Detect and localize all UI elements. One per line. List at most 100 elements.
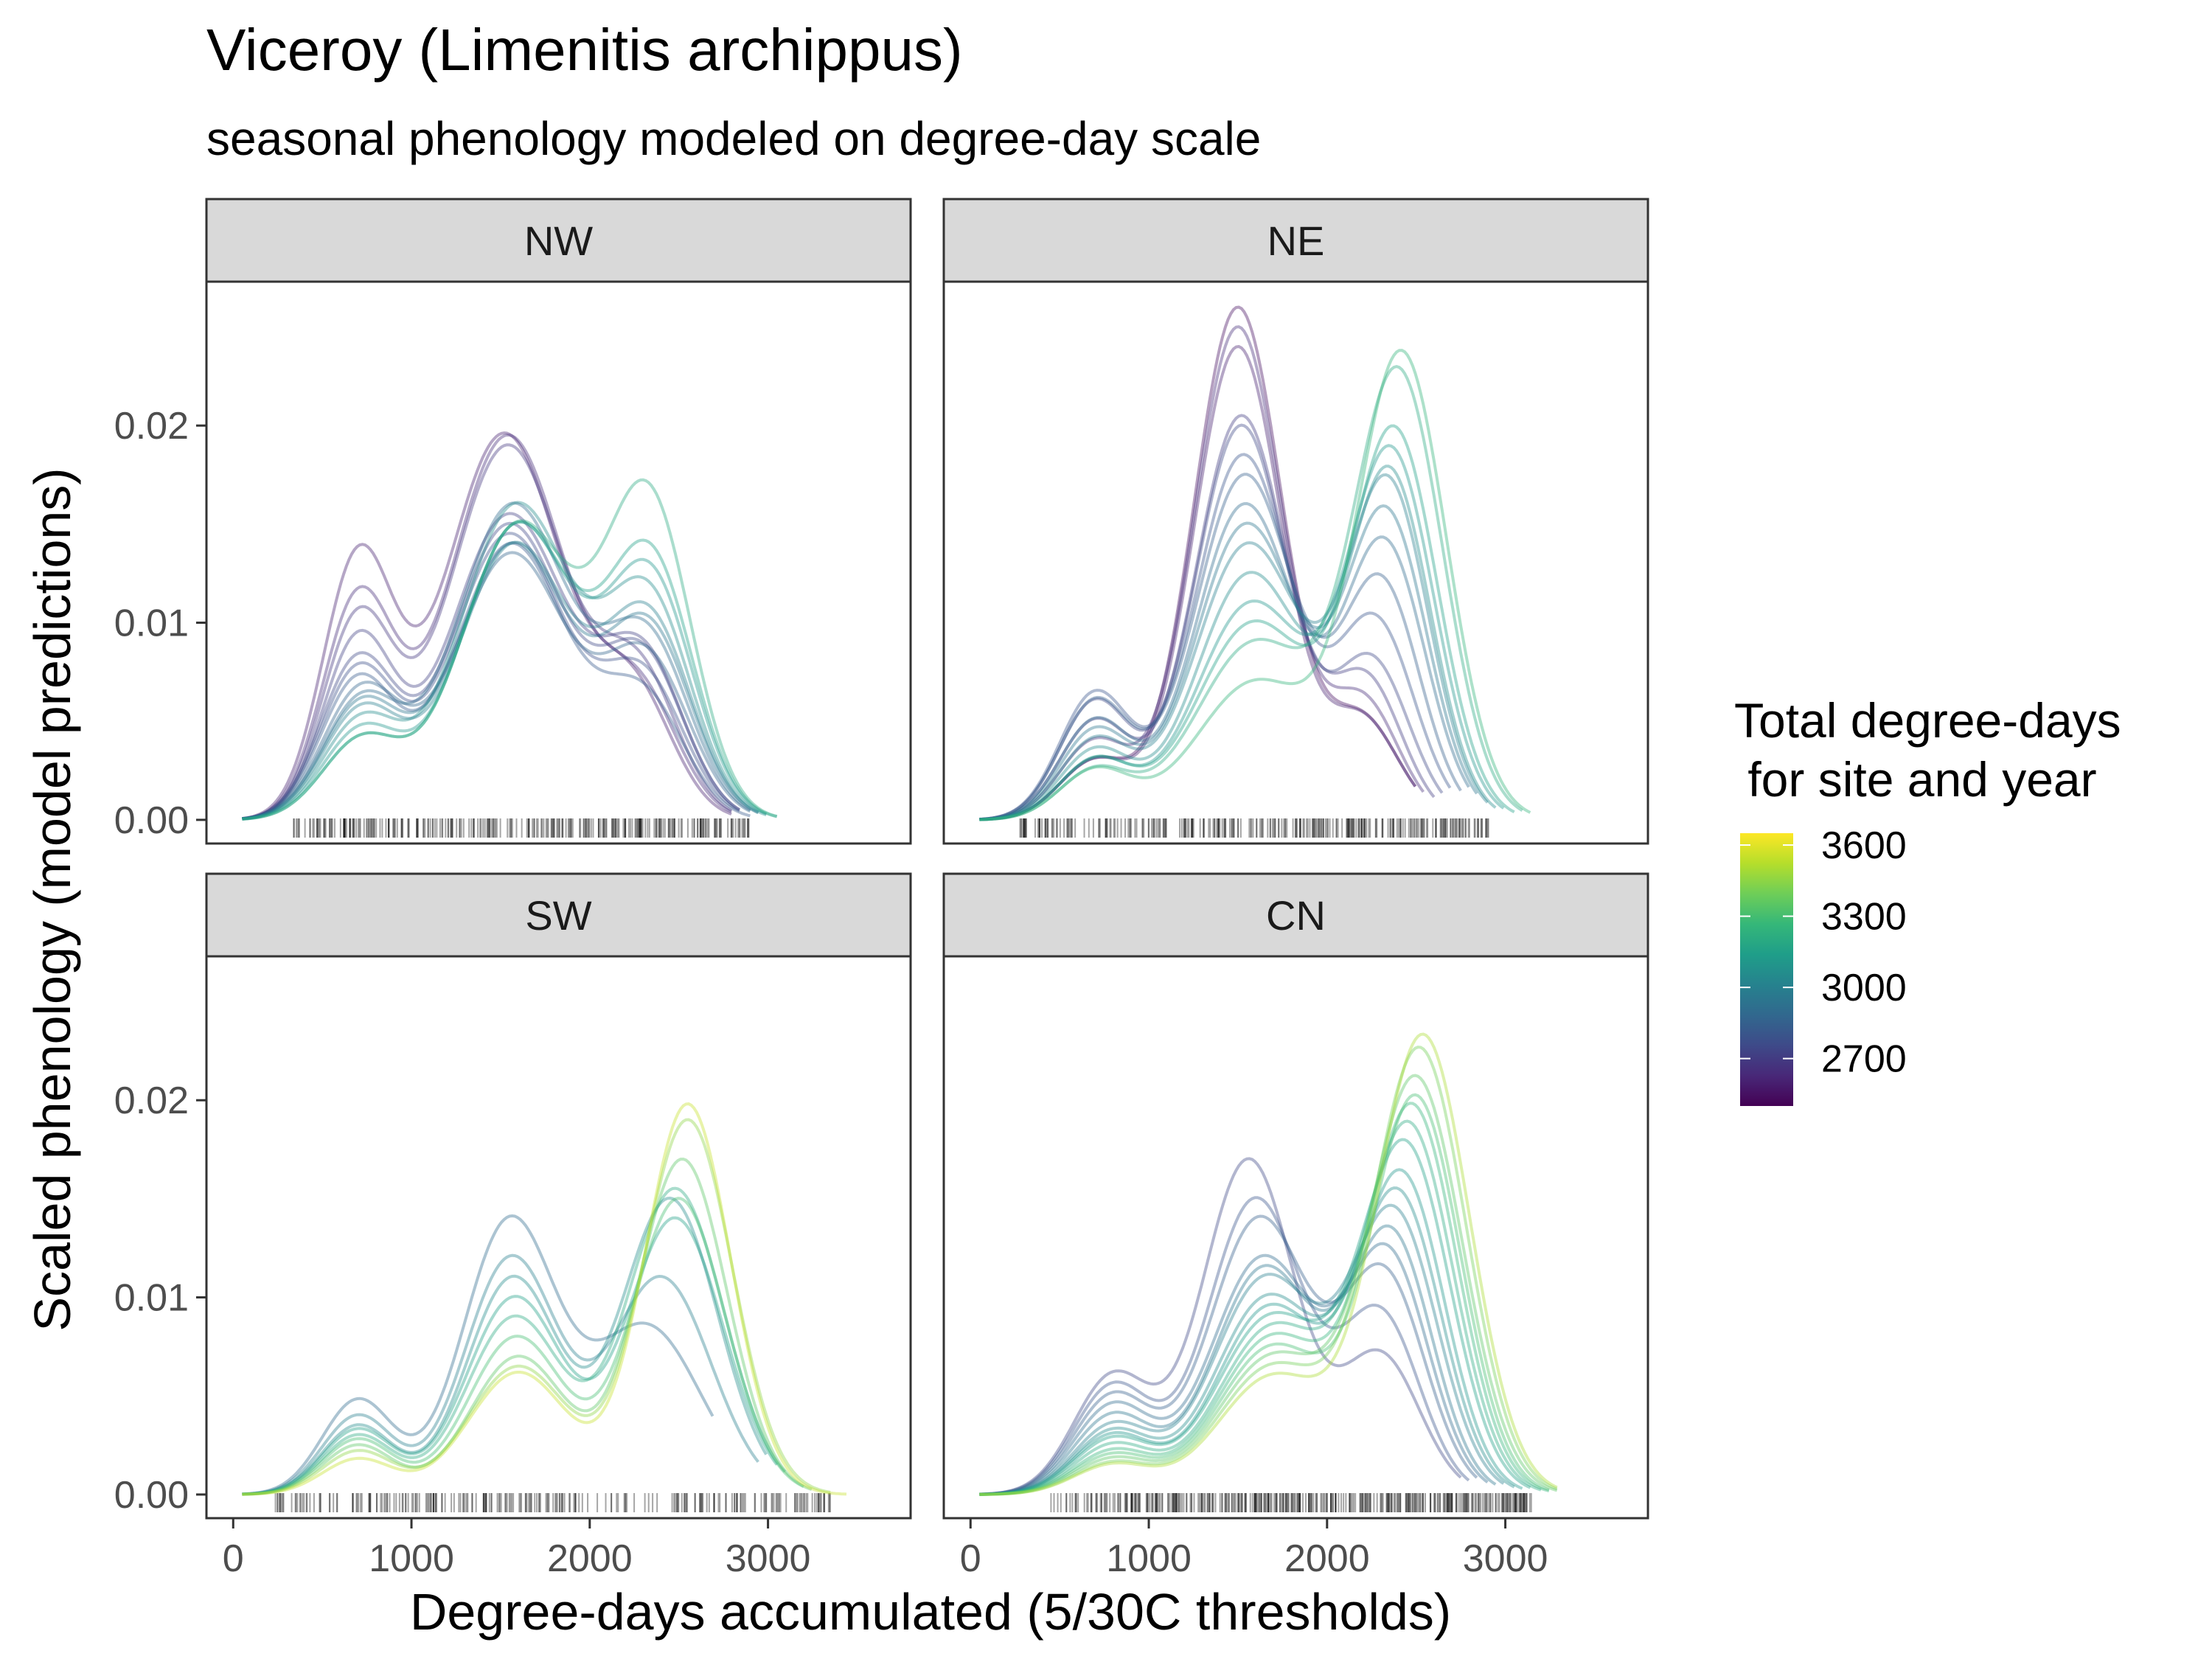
y-tick-label: 0.01 — [114, 1277, 189, 1320]
series-line — [979, 1196, 1470, 1496]
series-line — [979, 305, 1417, 821]
series-line — [979, 1214, 1478, 1496]
x-tick-label: 3000 — [726, 1537, 811, 1580]
series-line — [242, 478, 778, 821]
rug-marks — [1019, 818, 1489, 838]
series-line — [242, 501, 767, 821]
panel-background — [942, 280, 1649, 845]
series-line — [979, 325, 1425, 821]
panel-background — [205, 280, 912, 845]
facet-panel-sw: SW 0.00 0.01 0.02 0 1000 2000 3000 — [114, 872, 912, 1580]
series-line — [242, 540, 759, 821]
series-line — [979, 1203, 1505, 1496]
series-line — [979, 1138, 1531, 1496]
facet-panel-ne: NE — [942, 198, 1649, 845]
x-axis-label: Degree-days accumulated (5/30C threshold… — [410, 1583, 1451, 1641]
legend-title-line-2: for site and year — [1734, 752, 2097, 807]
series-line — [979, 365, 1523, 821]
series-lines — [242, 1102, 847, 1496]
facet-strip — [942, 198, 1649, 283]
series-line — [979, 414, 1436, 821]
series-line — [979, 473, 1462, 821]
series-line — [979, 1032, 1558, 1496]
legend-colorbar — [1740, 833, 1793, 1106]
rug-marks — [274, 1493, 832, 1512]
series-line — [242, 1253, 759, 1496]
facet-strip-label: SW — [525, 892, 591, 939]
panel-background — [205, 955, 912, 1520]
facet-strip-label: CN — [1266, 892, 1326, 939]
legend-tick-label: 3600 — [1821, 824, 1907, 867]
series-line — [242, 1216, 779, 1496]
series-line — [242, 501, 751, 821]
rug-marks — [1050, 1493, 1532, 1512]
series-line — [242, 521, 740, 821]
legend-tick-label: 3000 — [1821, 967, 1907, 1009]
series-line — [979, 423, 1444, 821]
series-line — [242, 1214, 714, 1496]
series-line — [979, 501, 1470, 821]
series-line — [242, 532, 740, 821]
series-line — [242, 540, 759, 821]
series-line — [242, 541, 751, 821]
series-line — [979, 465, 1497, 821]
series-line — [979, 1093, 1550, 1496]
chart-subtitle: seasonal phenology modeled on degree-day… — [206, 112, 1261, 165]
series-line — [242, 443, 733, 821]
y-axis-label: Scaled phenology (model predictions) — [24, 467, 81, 1331]
series-line — [979, 453, 1452, 821]
chart-title: Viceroy (Limenitis archippus) — [206, 17, 963, 83]
series-line — [979, 424, 1515, 821]
series-line — [242, 431, 732, 821]
series-lines — [979, 1032, 1558, 1496]
series-line — [979, 1168, 1523, 1496]
series-line — [979, 1046, 1558, 1496]
series-line — [979, 1186, 1515, 1496]
series-line — [979, 349, 1531, 821]
series-lines — [979, 305, 1531, 821]
facet-panels: NW 0.00 0.01 0.02 NE SW 0.00 0.01 0.02 0 1000 2000 3… — [114, 198, 1649, 1580]
series-line — [242, 512, 740, 821]
series-line — [979, 1242, 1489, 1496]
x-tick-label: 1000 — [369, 1537, 454, 1580]
x-tick-label: 0 — [960, 1537, 981, 1580]
series-line — [242, 1102, 847, 1496]
facet-strip — [942, 872, 1649, 958]
series-line — [242, 1186, 787, 1496]
panel-background — [942, 955, 1649, 1520]
facet-strip — [205, 872, 912, 958]
series-line — [979, 1224, 1497, 1496]
series-line — [979, 1119, 1542, 1496]
series-line — [242, 551, 751, 821]
series-line — [979, 1102, 1550, 1496]
legend-tick-label: 3300 — [1821, 896, 1907, 939]
series-line — [242, 1157, 813, 1496]
color-legend: Total degree-days for site and year 2700… — [1734, 693, 2121, 1106]
series-line — [979, 473, 1489, 821]
y-tick-label: 0.00 — [114, 799, 189, 842]
series-line — [242, 1196, 768, 1496]
legend-title-line-1: Total degree-days — [1734, 693, 2121, 748]
series-line — [242, 433, 732, 821]
legend-tick-label: 2700 — [1821, 1038, 1907, 1081]
y-tick-label: 0.00 — [114, 1474, 189, 1517]
series-line — [979, 344, 1417, 821]
series-lines — [242, 431, 778, 821]
facet-panel-nw: NW 0.00 0.01 0.02 — [114, 198, 912, 845]
series-line — [979, 504, 1478, 821]
series-line — [242, 1118, 831, 1496]
facet-panel-cn: CN 0 1000 2000 3000 — [942, 872, 1649, 1580]
x-tick-label: 2000 — [547, 1537, 633, 1580]
series-line — [979, 1157, 1462, 1496]
x-tick-label: 0 — [223, 1537, 244, 1580]
rug-marks — [293, 818, 750, 838]
x-tick-label: 2000 — [1284, 1537, 1370, 1580]
y-tick-label: 0.01 — [114, 602, 189, 645]
series-line — [242, 1197, 804, 1496]
facet-strip-label: NW — [524, 218, 593, 264]
x-tick-label: 3000 — [1463, 1537, 1548, 1580]
facet-strip-label: NE — [1267, 218, 1325, 264]
x-tick-label: 1000 — [1106, 1537, 1192, 1580]
series-line — [242, 520, 778, 821]
